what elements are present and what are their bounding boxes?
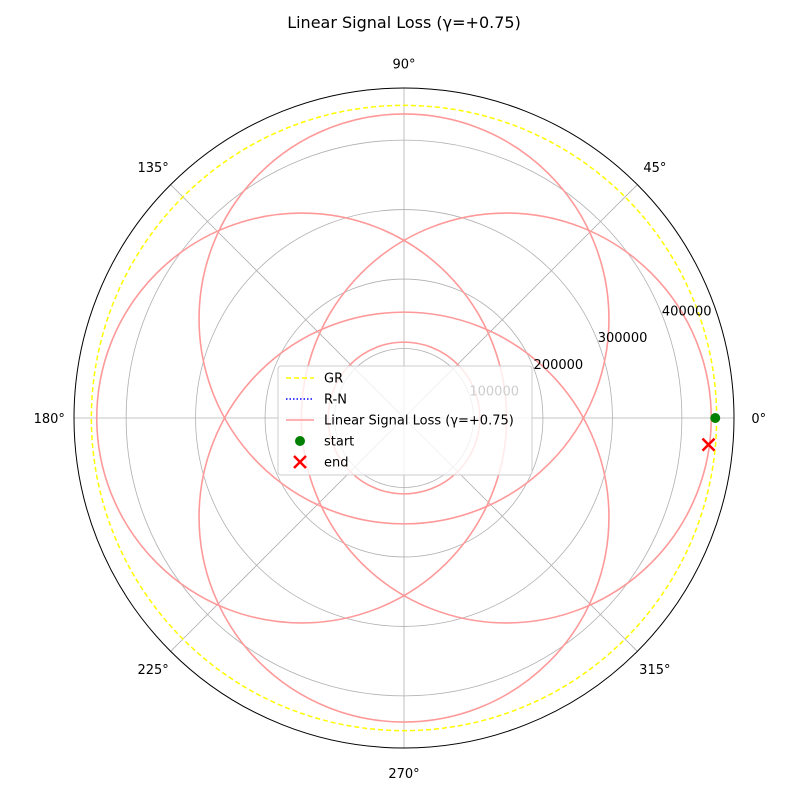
legend-label: start	[324, 435, 354, 450]
angle-tick-label: 135°	[137, 161, 168, 176]
angle-tick-label: 45°	[643, 161, 666, 176]
legend-entry: end	[293, 455, 349, 471]
start-marker	[710, 413, 721, 423]
rosette-loop	[198, 311, 610, 723]
marker-layer	[701, 413, 721, 452]
rosette-loop	[198, 113, 610, 525]
polar-frame	[73, 87, 735, 749]
end-marker-stroke	[701, 437, 716, 452]
angle-tick-label: 270°	[388, 767, 419, 782]
legend-swatch	[295, 436, 305, 446]
angle-tick-label: 180°	[34, 412, 65, 427]
legend-label: Linear Signal Loss (γ=+0.75)	[324, 414, 514, 429]
end-marker	[701, 437, 716, 452]
angle-tick-label: 315°	[639, 663, 670, 678]
radial-tick-label: 300000	[598, 331, 648, 346]
polar-outer-frame	[73, 87, 735, 749]
legend-entry: Linear Signal Loss (γ=+0.75)	[286, 414, 514, 429]
radial-tick-label: 200000	[534, 358, 584, 373]
legend-swatch	[293, 455, 307, 469]
angle-tick-label: 90°	[392, 57, 415, 72]
legend-entry: R-N	[286, 393, 347, 408]
legend-label: R-N	[324, 393, 347, 408]
legend: GR R-N Linear Signal Loss (γ=+0.75) start en…	[277, 365, 533, 476]
chart-title: Linear Signal Loss (γ=+0.75)	[287, 13, 521, 32]
legend-entry: start	[295, 435, 354, 450]
angle-tick-label: 0°	[751, 412, 766, 427]
legend-label: end	[324, 456, 349, 471]
legend-entry: GR	[286, 372, 343, 387]
radial-tick-label: 400000	[662, 305, 712, 320]
legend-box	[277, 365, 533, 476]
angle-tick-label: 225°	[137, 663, 168, 678]
legend-label: GR	[324, 372, 343, 387]
